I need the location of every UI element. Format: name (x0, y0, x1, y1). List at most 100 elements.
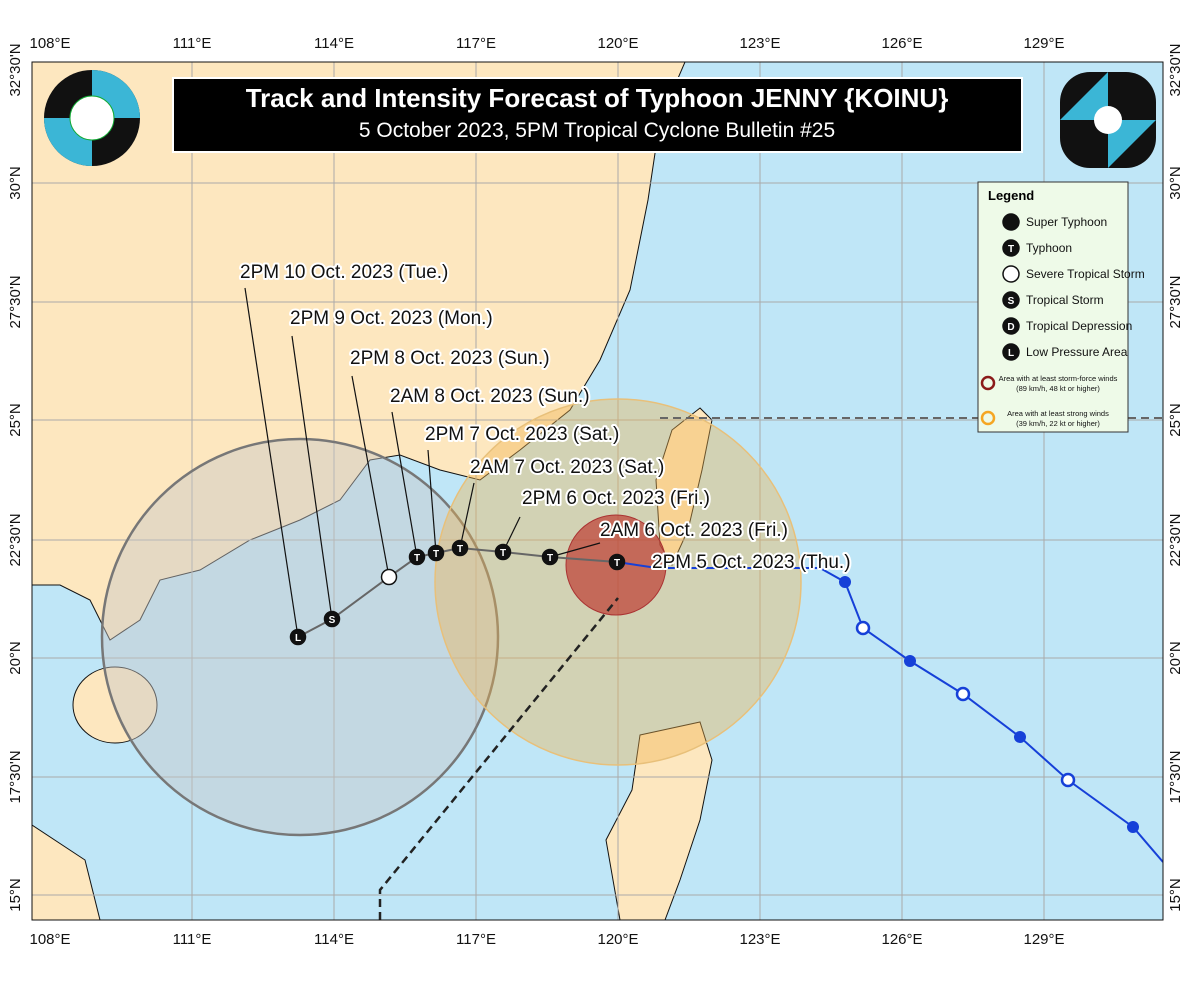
lat-label: 32°30'N (7, 43, 24, 96)
lat-label: 17°30'N (7, 750, 24, 803)
forecast-label: 2PM 8 Oct. 2023 (Sun.) (350, 348, 550, 369)
legend-icon (1002, 213, 1020, 231)
point-symbol: T (547, 553, 553, 564)
point-symbol: T (433, 549, 439, 560)
legend-icon (1002, 317, 1020, 335)
lat-label: 20°N (7, 641, 24, 675)
leader-lines (244, 287, 601, 638)
lat-label: 20°N (1167, 641, 1184, 675)
lon-label: 114°E (314, 35, 354, 52)
lon-label: 120°E (597, 931, 638, 948)
point-symbol: T (614, 558, 620, 569)
forecast-point (289, 628, 307, 646)
taiwan (655, 407, 713, 567)
lat-label: 15°N (7, 878, 24, 912)
legend-symbol: L (1008, 348, 1014, 359)
title: Track and Intensity Forecast of Typhoon … (246, 83, 949, 113)
lon-label: 108°E (29, 931, 70, 948)
point-symbol: T (457, 544, 463, 555)
map-frame (31, 61, 1164, 921)
right-logo (1060, 72, 1156, 168)
legend-area-title: Area with at least strong winds (1007, 409, 1109, 418)
lon-label: 123°E (739, 931, 780, 948)
leader-line (291, 335, 333, 620)
lon-label: 111°E (173, 931, 212, 948)
legend-icon (1002, 239, 1020, 257)
leader-line (427, 449, 437, 554)
forecast-label: 2PM 10 Oct. 2023 (Tue.) (240, 262, 448, 283)
point-symbol: T (414, 553, 420, 564)
lat-label: 30°N (7, 166, 24, 200)
legend-item: Typhoon (1026, 241, 1072, 255)
forecast-point (494, 543, 512, 561)
lon-label: 120°E (597, 35, 638, 52)
legend-item: Low Pressure Area (1026, 345, 1128, 359)
forecast-label: 2AM 8 Oct. 2023 (Sun.) (390, 386, 590, 407)
forecast-point (427, 544, 445, 562)
lon-label: 129°E (1023, 931, 1064, 948)
legend-area-icon (980, 410, 996, 426)
lon-label: 111°E (173, 35, 212, 52)
lon-label: 123°E (739, 35, 780, 52)
graticule (32, 62, 1163, 920)
past-points (839, 576, 1139, 833)
point-symbol: T (500, 548, 506, 559)
lat-label: 17°30'N (1167, 750, 1184, 803)
lat-label: 32°30'N (1167, 43, 1184, 96)
lon-label: 129°E (1023, 35, 1064, 52)
lat-label: 25°N (1167, 403, 1184, 437)
forecast-label: 2AM 6 Oct. 2023 (Fri.) (600, 520, 788, 541)
par-boundary (378, 597, 619, 920)
legend-symbol: T (1008, 244, 1014, 255)
legend-symbol: D (1007, 322, 1014, 333)
legend-area-icon (980, 375, 996, 391)
point-symbol: L (295, 633, 301, 644)
vietnam (32, 824, 101, 920)
leader-line (391, 411, 418, 558)
forecast-label: 2PM 5 Oct. 2023 (Thu.) (652, 552, 851, 573)
legend-item: Super Typhoon (1026, 215, 1107, 229)
legend: Legend Super Typhoon T Typhoon Severe Tropi… (977, 181, 1145, 433)
lat-label: 30°N (1167, 166, 1184, 200)
forecast-point (451, 539, 469, 557)
leader-line (459, 482, 475, 549)
lon-label: 126°E (881, 931, 922, 948)
title-box (172, 77, 1023, 153)
forecast-point (380, 568, 398, 586)
map-body: L S T T T T T T 2PM 10 Oct. 2023 (Tue.) 2PM 9 Oc… (32, 62, 1163, 920)
forecast-point (323, 610, 341, 628)
point-symbol: S (329, 615, 336, 626)
forecast-point (608, 553, 626, 571)
forecast-point (541, 548, 559, 566)
luzon (605, 721, 713, 920)
leader-line (351, 375, 390, 578)
ticks: 108°E 108°E 111°E 111°E 114°E 114°E 117°E 117°E… (7, 35, 1184, 948)
lon-label: 126°E (881, 35, 922, 52)
forecast-label: 2AM 7 Oct. 2023 (Sat.) (470, 457, 664, 478)
lon-label: 108°E (29, 35, 70, 52)
leader-line (244, 287, 299, 638)
forecast-point (408, 548, 426, 566)
lat-label: 25°N (7, 403, 24, 437)
legend-item: Severe Tropical Storm (1026, 267, 1145, 281)
subtitle: 5 October 2023, 5PM Tropical Cyclone Bul… (359, 119, 835, 142)
legend-icon (1002, 291, 1020, 309)
legend-area-note: (39 km/h, 22 kt or higher) (1016, 419, 1100, 428)
lat-label: 27°30'N (1167, 275, 1184, 328)
lat-label: 22°30'N (1167, 513, 1184, 566)
legend-item: Tropical Depression (1026, 319, 1132, 333)
legend-title: Legend (988, 188, 1034, 203)
lon-label: 114°E (314, 931, 354, 948)
lon-label: 117°E (456, 35, 496, 52)
legend-symbol: S (1008, 296, 1015, 307)
forecast-label: 2PM 7 Oct. 2023 (Sat.) (425, 424, 619, 445)
left-logo (44, 70, 140, 166)
lat-label: 15°N (1167, 878, 1184, 912)
legend-item: Tropical Storm (1026, 293, 1104, 307)
legend-area-title: Area with at least storm-force winds (999, 374, 1118, 383)
legend-icon (1002, 265, 1020, 283)
lon-label: 117°E (456, 931, 496, 948)
legend-area-note: (89 km/h, 48 kt or higher) (1016, 384, 1100, 393)
lat-label: 22°30'N (7, 513, 24, 566)
